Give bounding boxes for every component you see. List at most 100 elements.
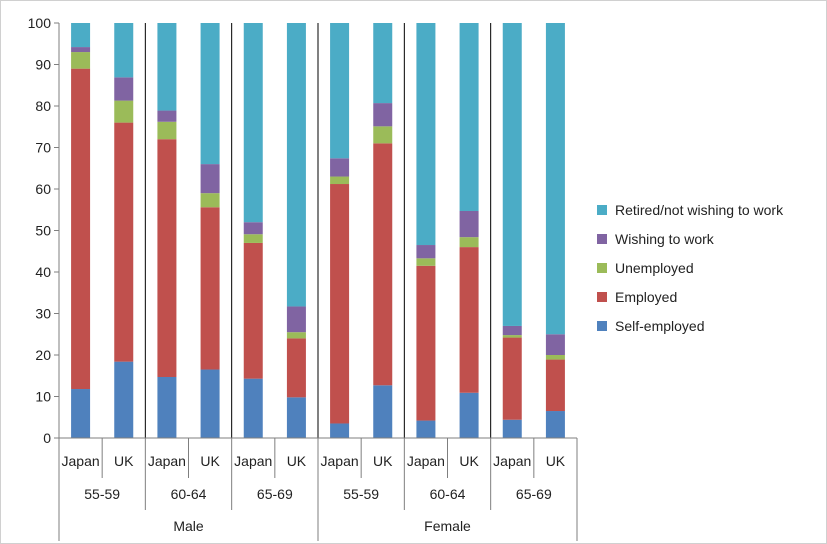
bar-segment [459,237,479,248]
bar-segment [157,121,177,140]
bar-segment [286,397,306,438]
x-tick-label-age-group: 65-69 [257,486,293,502]
bar-segment [373,103,393,127]
bar-segment [545,411,565,438]
x-tick-label-age-group: 60-64 [171,486,207,502]
y-tick-label: 20 [35,347,51,363]
y-tick-label: 0 [43,430,51,446]
bar-segment [157,23,177,111]
x-tick-label-country: Japan [148,453,186,469]
bar-segment [373,23,393,104]
x-tick-label-gender: Female [424,518,471,534]
bar-segment [200,193,220,208]
bar-segment [459,392,479,438]
bar-segment [330,158,350,177]
bar-segment [416,258,436,266]
bar-segment [502,23,522,326]
group-separators [144,23,492,438]
legend-label: Self-employed [615,318,705,334]
bar-segment [200,207,220,370]
bar-segment [114,100,134,123]
bar-segment [71,68,91,390]
legend-swatch [597,263,607,273]
bar-segment [373,126,393,144]
y-tick-label: 30 [35,306,51,322]
x-tick-label-age-group: 60-64 [430,486,466,502]
bar-segment [545,355,565,360]
y-tick-label: 60 [35,181,51,197]
y-axis: 0 10 20 30 40 50 60 70 80 90 100 [28,15,60,446]
y-tick-label: 10 [35,389,51,405]
bar-segment [416,23,436,246]
legend-swatch [597,321,607,331]
y-tick-label: 40 [35,264,51,280]
x-tick-label-country: Japan [321,453,359,469]
bar-segment [71,52,91,69]
legend-swatch [597,205,607,215]
legend-label: Retired/not wishing to work [615,202,784,218]
bar-segment [330,23,350,159]
bar-segment [416,420,436,438]
legend-label: Employed [615,289,677,305]
bar-segment [243,234,263,243]
y-tick-label: 50 [35,223,51,239]
bar-segment [286,332,306,339]
bar-segment [243,242,263,379]
bar-segment [157,110,177,122]
x-tick-label-age-group: 55-59 [343,486,379,502]
bar-segment [71,47,91,53]
x-tick-label-country: Japan [493,453,531,469]
bar-segment [545,359,565,412]
bar-segment [243,23,263,223]
x-tick-label-country: UK [200,453,220,469]
bar-segment [330,176,350,185]
bar-segment [459,247,479,393]
bar-segment [545,23,565,335]
x-tick-label-country: Japan [62,453,100,469]
bar-segment [200,164,220,194]
legend-label: Wishing to work [615,231,715,247]
bar-segment [243,378,263,438]
bar-segment [502,325,522,336]
bar-segment [459,210,479,238]
legend-swatch [597,234,607,244]
bar-segment [502,337,522,420]
bar-segment [200,369,220,438]
bar-segment [157,376,177,438]
bar-segment [200,23,220,165]
legend: Retired/not wishing to work Wishing to wo… [597,202,784,334]
x-tick-label-age-group: 65-69 [516,486,552,502]
x-tick-label-country: UK [546,453,566,469]
bar-segment [373,385,393,438]
x-tick-label-country: UK [373,453,393,469]
legend-label: Unemployed [615,260,694,276]
bar-segment [416,265,436,421]
bar-segment [114,77,134,101]
y-tick-label: 70 [35,140,51,156]
x-tick-label-country: Japan [407,453,445,469]
y-tick-label: 100 [28,15,52,31]
bar-segment [71,389,91,438]
bar-segment [286,338,306,398]
bars [71,23,565,438]
bar-segment [502,335,522,338]
bar-segment [545,334,565,355]
bar-segment [330,423,350,438]
bar-segment [114,361,134,438]
x-tick-label-gender: Male [173,518,204,534]
x-tick-label-country: UK [114,453,134,469]
bar-segment [243,222,263,235]
y-tick-label: 90 [35,57,51,73]
bar-segment [502,419,522,438]
bar-segment [114,23,134,78]
bar-segment [286,23,306,307]
x-tick-label-country: Japan [234,453,272,469]
bar-segment [373,143,393,386]
y-tick-label: 80 [35,98,51,114]
x-tick-label-country: UK [287,453,307,469]
x-tick-label-country: UK [459,453,479,469]
bar-segment [459,23,479,211]
x-tick-label-age-group: 55-59 [84,486,120,502]
